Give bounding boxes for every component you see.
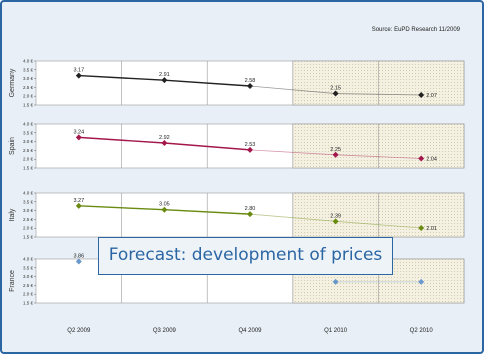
data-label: 2.25 xyxy=(330,147,341,153)
data-point xyxy=(247,146,253,153)
data-label: 3.27 xyxy=(73,198,84,204)
series-line-segment xyxy=(78,74,165,81)
data-label: 2.39 xyxy=(330,213,341,219)
x-tick-label: Q4 2009 xyxy=(238,328,262,334)
data-point xyxy=(332,278,339,285)
y-tick-label: 2.5 € xyxy=(23,148,34,153)
y-tick-label: 3.0 € xyxy=(23,76,34,81)
series-line-segment xyxy=(249,213,336,222)
data-point xyxy=(332,151,339,158)
data-label: 2.07 xyxy=(426,93,437,99)
data-point xyxy=(247,211,253,218)
series-line-segment xyxy=(78,136,165,144)
source-note: Source: EuPD Research 11/2009 xyxy=(372,27,461,33)
series-line-segment xyxy=(335,154,422,159)
y-tick-label: 2.0 € xyxy=(23,292,34,297)
data-point xyxy=(418,155,425,162)
data-point xyxy=(75,202,82,209)
y-tick-label: 3.0 € xyxy=(23,274,34,279)
panel-italy: 1.5 € 2.0 € 2.5 € 3.0 € 3.5 € 4.0 € Italy 3.27 3… xyxy=(9,191,465,240)
y-tick-label: 2.5 € xyxy=(23,85,34,90)
data-point xyxy=(161,77,168,84)
y-tick-label: 1.5 € xyxy=(23,103,34,108)
y-tick-label: 1.5 € xyxy=(23,166,34,171)
data-point xyxy=(418,91,425,98)
forecast-callout: Forecast: development of prices xyxy=(98,237,393,275)
data-point xyxy=(418,225,425,232)
data-label: 2.15 xyxy=(330,86,341,92)
data-point xyxy=(332,218,339,225)
data-point xyxy=(418,278,425,285)
y-tick-label: 4.0 € xyxy=(23,59,34,64)
series-label-italy: Italy xyxy=(9,208,16,221)
series-label-spain: Spain xyxy=(9,137,16,155)
data-label: 3.86 xyxy=(73,253,84,259)
panel-germany: 1.5 € 2.0 € 2.5 € 3.0 € 3.5 € 4.0 € Germany 3.1… xyxy=(9,59,465,108)
data-label: 3.05 xyxy=(159,202,170,208)
series-line-segment xyxy=(335,93,422,96)
series-line-segment xyxy=(335,220,422,229)
x-tick-label: Q2 2010 xyxy=(410,328,434,334)
y-tick-label: 2.5 € xyxy=(23,217,34,222)
series-line-segment xyxy=(78,205,165,211)
data-label: 2.53 xyxy=(245,142,256,148)
data-point xyxy=(75,72,82,79)
data-point xyxy=(161,206,168,213)
panel-spain: 1.5 € 2.0 € 2.5 € 3.0 € 3.5 € 4.0 € Spain 3.24 2… xyxy=(9,122,465,171)
y-tick-label: 3.5 € xyxy=(23,130,34,135)
data-label: 2.04 xyxy=(426,156,437,162)
series-line-segment xyxy=(164,209,251,215)
y-tick-label: 4.0 € xyxy=(23,122,34,127)
data-point xyxy=(247,82,253,89)
x-tick-label: Q1 2010 xyxy=(324,328,348,334)
y-tick-label: 3.5 € xyxy=(23,265,34,270)
data-label: 2.92 xyxy=(159,135,170,141)
y-tick-label: 3.0 € xyxy=(23,208,34,213)
y-tick-label: 1.5 € xyxy=(23,301,34,306)
series-label-france: France xyxy=(9,270,16,292)
y-tick-label: 2.5 € xyxy=(23,283,34,288)
data-label: 3.17 xyxy=(73,68,84,74)
series-line-segment xyxy=(249,85,336,94)
data-point xyxy=(75,134,82,141)
series-line-segment xyxy=(249,149,336,156)
data-point xyxy=(161,140,168,147)
series-label-germany: Germany xyxy=(9,68,16,97)
data-point xyxy=(75,258,82,265)
x-tick-label: Q2 2009 xyxy=(67,328,91,334)
y-tick-label: 4.0 € xyxy=(23,191,34,196)
data-label: 3.24 xyxy=(73,129,84,135)
x-tick-label: Q3 2009 xyxy=(153,328,177,334)
y-tick-label: 3.5 € xyxy=(23,199,34,204)
y-tick-label: 3.5 € xyxy=(23,67,34,72)
series-line-segment xyxy=(164,79,251,87)
data-label: 2.01 xyxy=(426,226,437,232)
series-line-segment xyxy=(164,142,251,151)
data-label: 2.80 xyxy=(245,206,256,212)
data-label: 2.91 xyxy=(159,72,170,78)
y-tick-label: 4.0 € xyxy=(23,257,34,262)
y-tick-label: 1.5 € xyxy=(23,235,34,240)
data-point xyxy=(332,90,339,97)
data-label: 2.58 xyxy=(245,78,256,84)
y-tick-label: 2.0 € xyxy=(23,226,34,231)
y-tick-label: 2.0 € xyxy=(23,94,34,99)
y-tick-label: 3.0 € xyxy=(23,139,34,144)
y-tick-label: 2.0 € xyxy=(23,157,34,162)
